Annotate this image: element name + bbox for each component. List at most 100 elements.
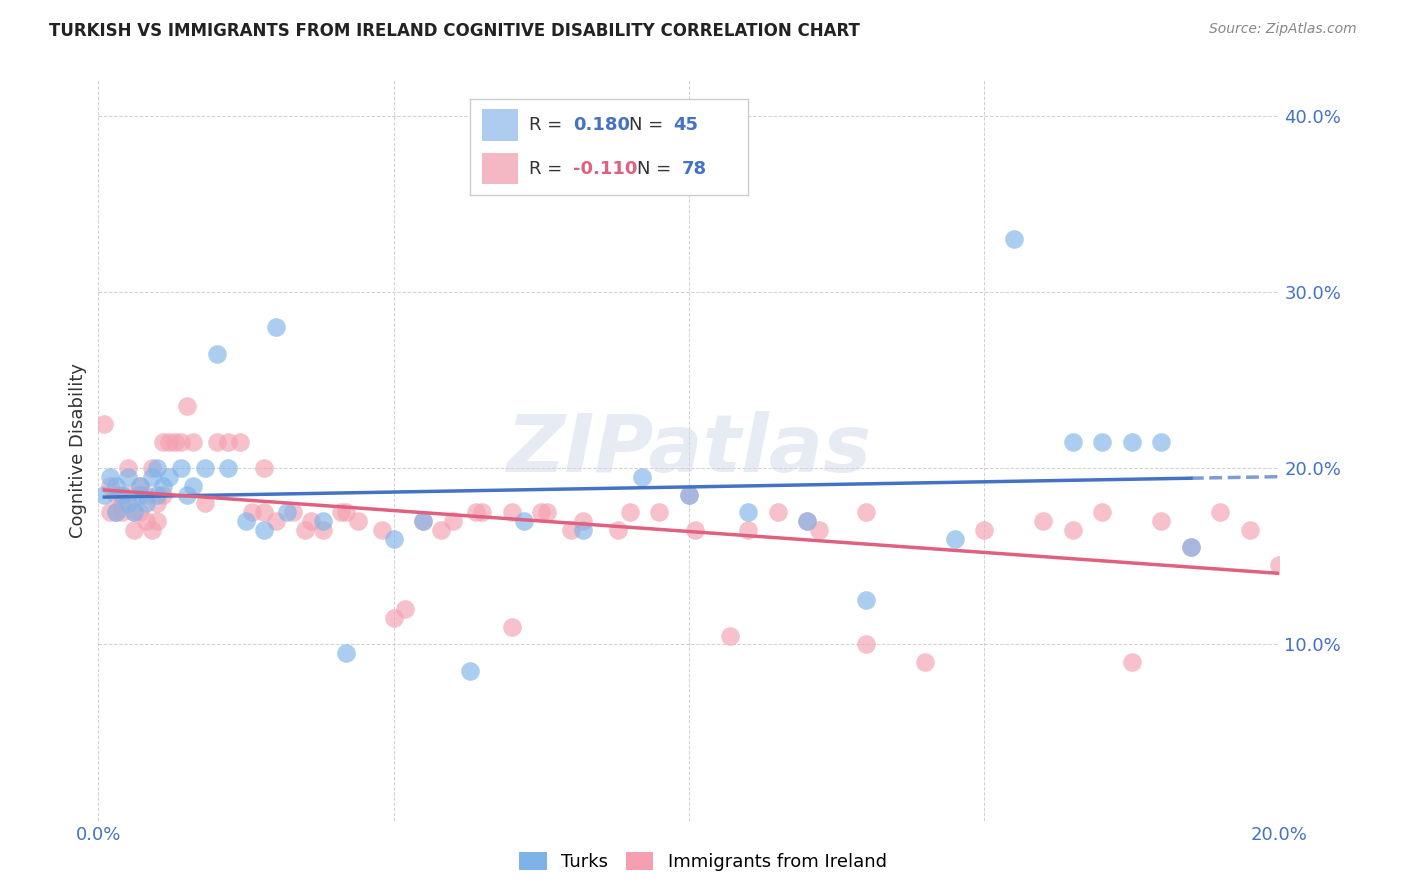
Point bbox=[412, 514, 434, 528]
Point bbox=[1150, 514, 1173, 528]
Point bbox=[796, 514, 818, 528]
Point bbox=[718, 628, 741, 642]
Point bbox=[135, 496, 157, 510]
Point bbox=[176, 400, 198, 414]
Point bbox=[1062, 434, 1084, 449]
Point bbox=[914, 655, 936, 669]
Point bbox=[264, 320, 287, 334]
Point bbox=[283, 505, 305, 519]
Point bbox=[1209, 505, 1232, 519]
Point bbox=[141, 523, 163, 537]
Text: TURKISH VS IMMIGRANTS FROM IRELAND COGNITIVE DISABILITY CORRELATION CHART: TURKISH VS IMMIGRANTS FROM IRELAND COGNI… bbox=[49, 22, 860, 40]
Point bbox=[181, 479, 204, 493]
Point bbox=[1121, 434, 1143, 449]
Point bbox=[441, 514, 464, 528]
Point bbox=[1091, 505, 1114, 519]
Point bbox=[165, 434, 187, 449]
Point bbox=[146, 496, 169, 510]
Point bbox=[501, 505, 523, 519]
Point bbox=[683, 523, 706, 537]
Point bbox=[98, 505, 121, 519]
Point bbox=[807, 523, 830, 537]
Point bbox=[530, 505, 553, 519]
Point bbox=[111, 496, 134, 510]
Point bbox=[1032, 514, 1054, 528]
Point bbox=[146, 487, 169, 501]
Point bbox=[394, 602, 416, 616]
Point bbox=[111, 505, 134, 519]
Point bbox=[678, 487, 700, 501]
Point bbox=[122, 505, 145, 519]
Point bbox=[1268, 558, 1291, 572]
Point bbox=[430, 523, 453, 537]
Point bbox=[170, 434, 193, 449]
Point bbox=[170, 461, 193, 475]
Point bbox=[117, 487, 139, 501]
Point bbox=[117, 461, 139, 475]
Point bbox=[607, 523, 630, 537]
Point bbox=[135, 487, 157, 501]
Point bbox=[1180, 541, 1202, 555]
Point bbox=[471, 505, 494, 519]
Point bbox=[181, 434, 204, 449]
Point bbox=[276, 505, 298, 519]
Point bbox=[128, 479, 150, 493]
Point bbox=[229, 434, 252, 449]
Point bbox=[536, 505, 558, 519]
Point bbox=[235, 514, 257, 528]
Point bbox=[294, 523, 316, 537]
Y-axis label: Cognitive Disability: Cognitive Disability bbox=[69, 363, 87, 538]
Point bbox=[1150, 434, 1173, 449]
Point bbox=[465, 505, 488, 519]
Point bbox=[412, 514, 434, 528]
Point bbox=[98, 470, 121, 484]
Point bbox=[146, 514, 169, 528]
Point bbox=[157, 470, 180, 484]
Point bbox=[571, 523, 593, 537]
Point bbox=[105, 505, 128, 519]
Point bbox=[105, 505, 128, 519]
Point bbox=[619, 505, 641, 519]
Point bbox=[141, 470, 163, 484]
Point bbox=[766, 505, 789, 519]
Point bbox=[737, 505, 759, 519]
Point bbox=[335, 505, 357, 519]
Point bbox=[141, 461, 163, 475]
Point bbox=[122, 523, 145, 537]
Point bbox=[512, 514, 534, 528]
Point bbox=[560, 523, 582, 537]
Point bbox=[240, 505, 263, 519]
Point bbox=[253, 505, 276, 519]
Point bbox=[737, 523, 759, 537]
Point bbox=[299, 514, 322, 528]
Point bbox=[678, 487, 700, 501]
Point bbox=[205, 346, 228, 360]
Point bbox=[943, 532, 966, 546]
Point bbox=[128, 487, 150, 501]
Point bbox=[329, 505, 352, 519]
Point bbox=[1121, 655, 1143, 669]
Point bbox=[217, 434, 239, 449]
Point bbox=[157, 434, 180, 449]
Point bbox=[630, 470, 652, 484]
Point bbox=[796, 514, 818, 528]
Point bbox=[146, 461, 169, 475]
Point bbox=[194, 496, 217, 510]
Point bbox=[135, 514, 157, 528]
Point bbox=[117, 496, 139, 510]
Point bbox=[253, 523, 276, 537]
Point bbox=[93, 417, 115, 431]
Point bbox=[194, 461, 217, 475]
Point bbox=[93, 487, 115, 501]
Point bbox=[1002, 232, 1025, 246]
Point bbox=[152, 487, 174, 501]
Point bbox=[1062, 523, 1084, 537]
Point bbox=[105, 487, 128, 501]
Point bbox=[1239, 523, 1261, 537]
Point bbox=[117, 470, 139, 484]
Point bbox=[253, 461, 276, 475]
Point bbox=[128, 505, 150, 519]
Point bbox=[973, 523, 995, 537]
Point bbox=[460, 664, 482, 678]
Point bbox=[382, 532, 405, 546]
